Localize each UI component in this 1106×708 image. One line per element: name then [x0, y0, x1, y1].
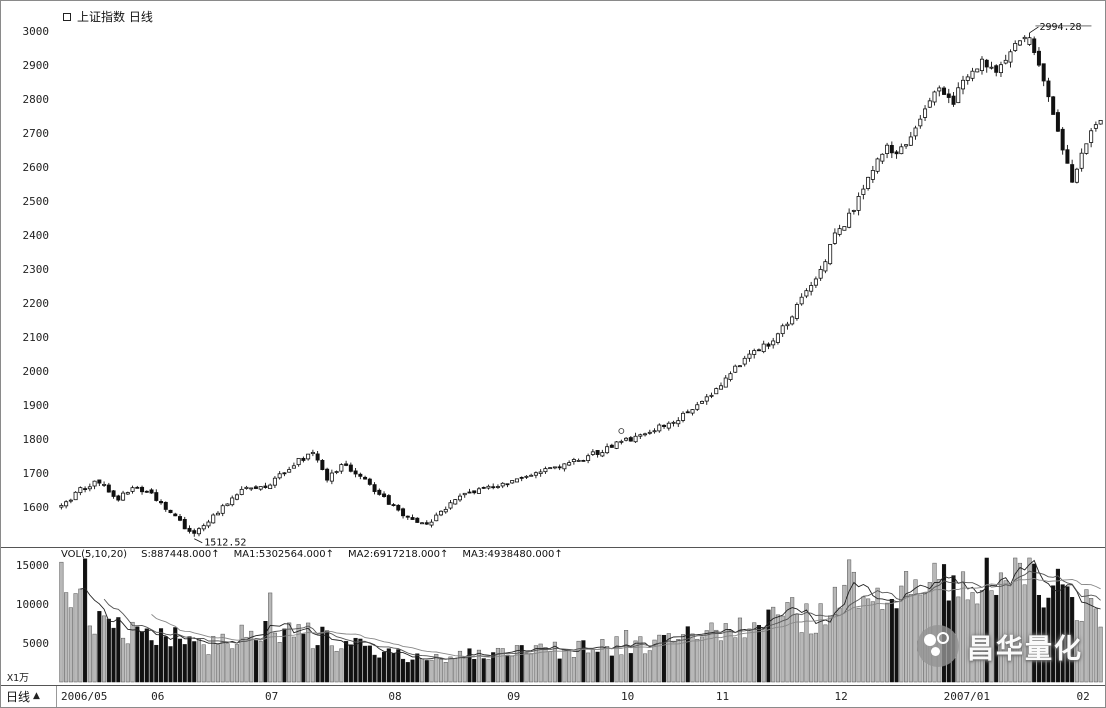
- volume-indicator-value: MA3:4938480.000↑: [462, 549, 563, 560]
- svg-text:1512.52: 1512.52: [204, 538, 246, 549]
- volume-indicator-value: MA1:5302564.000↑: [233, 549, 335, 560]
- time-axis-label: 09: [507, 690, 521, 703]
- volume-indicator-name: VOL(5,10,20): [61, 549, 128, 560]
- svg-text:2994.28: 2994.28: [1039, 22, 1081, 33]
- time-axis: 日线 ▲ 2006/05 06 07 08 09 10 11 12 2007/01 02: [1, 685, 1105, 707]
- time-axis-label: 02: [1076, 690, 1090, 703]
- period-label: 日线: [6, 690, 31, 704]
- volume-indicator-header: VOL(5,10,20) S:887448.000↑ MA1:5302564.000…: [61, 549, 577, 560]
- time-axis-label: 2007/01: [943, 690, 990, 703]
- volume-unit-label: X1万: [7, 673, 30, 684]
- time-axis-label: 11: [715, 690, 730, 703]
- time-axis-label: 08: [388, 690, 402, 703]
- time-axis-label: 06: [151, 690, 165, 703]
- pane-divider: [1, 547, 1105, 548]
- time-axis-label: 07: [265, 690, 279, 703]
- time-axis-label: 10: [620, 690, 635, 703]
- time-axis-label: 2006/05: [61, 690, 108, 703]
- time-axis-label: 12: [834, 690, 848, 703]
- volume-indicator-value: S:887448.000↑: [141, 549, 220, 560]
- chart-title: 上证指数 日线: [77, 10, 153, 24]
- period-selector[interactable]: 日线 ▲: [1, 686, 57, 707]
- brand-watermark-text: 昌华量化: [967, 633, 1083, 665]
- arrow-up-icon: ▲: [33, 691, 40, 701]
- chart-title-bar: 上证指数 日线: [63, 8, 153, 25]
- volume-indicator-value: MA2:6917218.000↑: [348, 549, 449, 560]
- window-box-icon: [63, 12, 71, 21]
- brand-watermark: 昌华量化: [917, 625, 1083, 667]
- brand-logo-icon: [917, 625, 959, 667]
